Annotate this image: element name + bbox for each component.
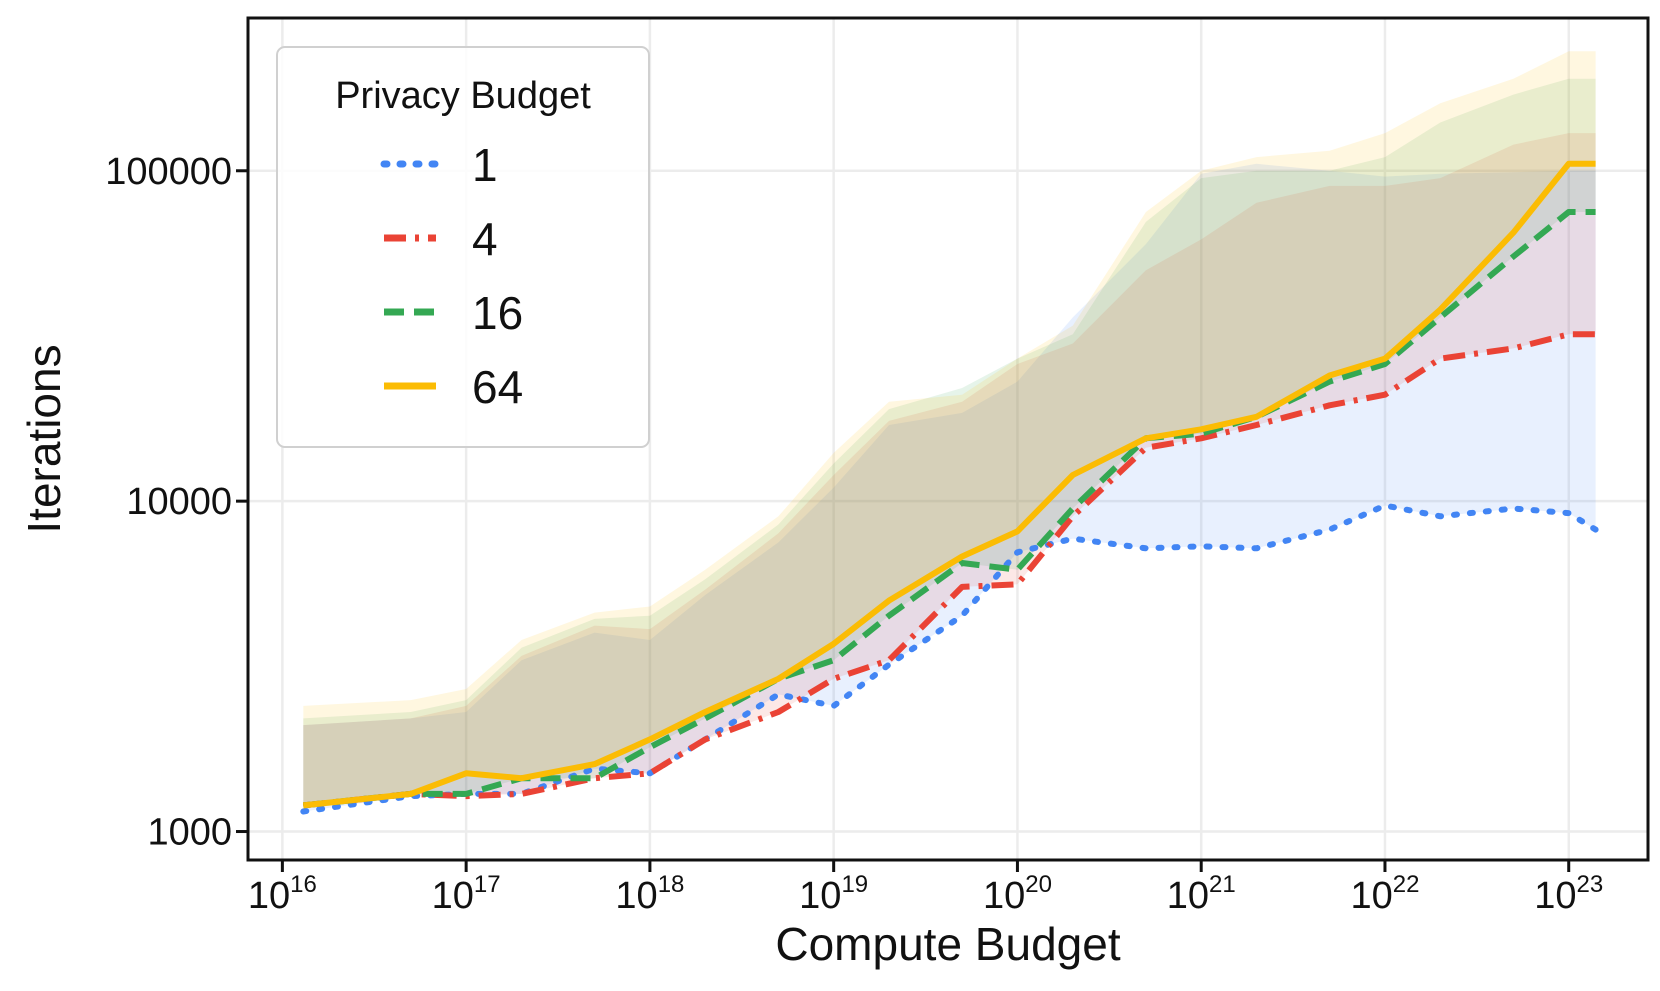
legend-label-1: 1: [472, 139, 498, 191]
confidence-bands: [303, 51, 1596, 812]
band-series-64: [303, 51, 1596, 806]
y-axis: 1000 10000 100000: [105, 151, 248, 854]
x-tick-label-21: 1021: [1167, 871, 1236, 917]
x-tick-label-16: 1016: [248, 871, 317, 917]
legend: Privacy Budget 1 4 16 64: [276, 46, 650, 448]
x-tick-label-23: 1023: [1534, 871, 1603, 917]
line-series-16: [302, 209, 1596, 809]
y-axis-title: Iterations: [18, 344, 70, 533]
legend-label-16: 16: [472, 287, 523, 339]
y-tick-label-100000: 100000: [105, 151, 232, 193]
line-series-1: [300, 502, 1599, 815]
legend-label-4: 4: [472, 213, 498, 265]
y-tick-label-1000: 1000: [147, 812, 232, 854]
series-lines: [300, 160, 1599, 815]
line-series-4: [302, 331, 1596, 809]
y-tick-label-10000: 10000: [126, 481, 232, 523]
x-axis-title: Compute Budget: [775, 918, 1120, 970]
line-series-64: [302, 160, 1596, 809]
legend-items: 1 4 16 64: [380, 139, 523, 413]
legend-label-64: 64: [472, 361, 523, 413]
x-tick-label-19: 1019: [799, 871, 868, 917]
band-series-1: [303, 163, 1596, 812]
plot-frame: [246, 16, 1650, 862]
x-tick-label-17: 1017: [432, 871, 501, 917]
legend-title: Privacy Budget: [335, 75, 591, 117]
legend-box: [276, 46, 650, 448]
x-tick-label-20: 1020: [983, 871, 1052, 917]
band-series-4: [303, 133, 1596, 806]
x-axis: 1016 1017 1018 1019 1020 1021 1022 1023: [248, 860, 1603, 917]
band-series-16: [303, 78, 1596, 806]
x-tick-label-18: 1018: [615, 871, 684, 917]
x-tick-label-22: 1022: [1350, 871, 1419, 917]
